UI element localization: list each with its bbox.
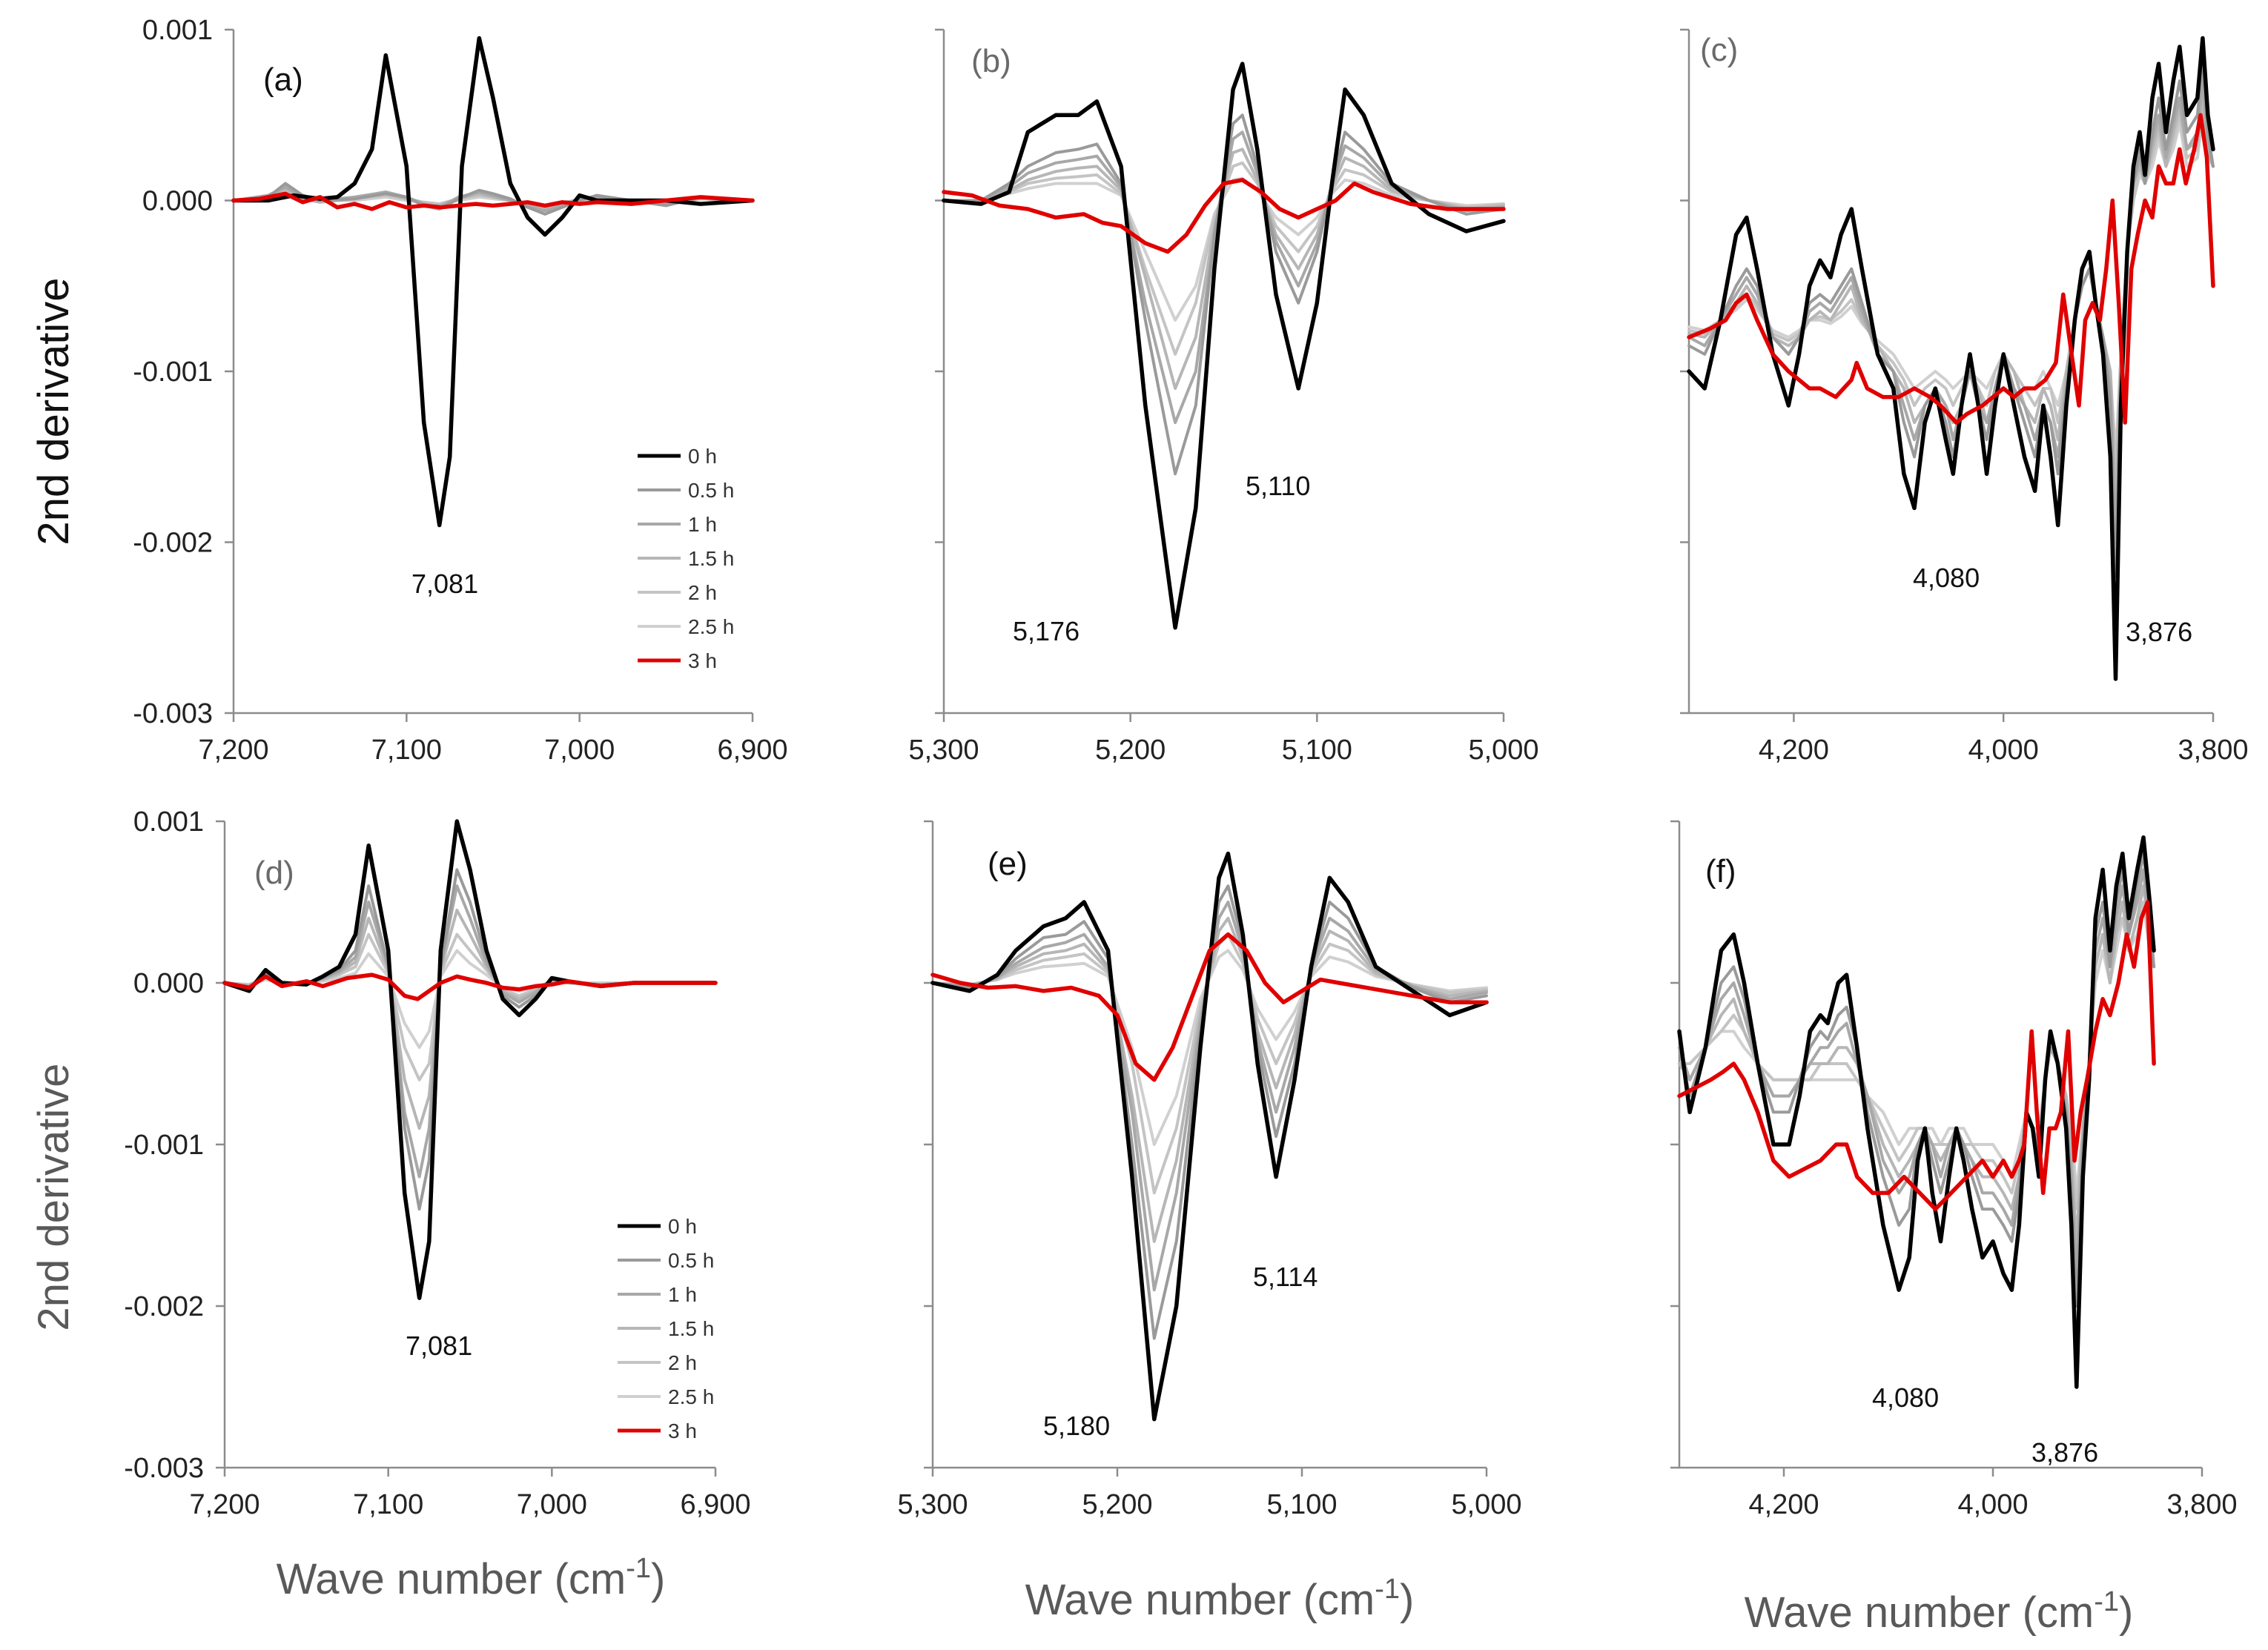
- series-line-1h: [931, 901, 1488, 1292]
- legend-label: 2 h: [688, 581, 717, 604]
- x-tick-label: 4,000: [1957, 1489, 2028, 1520]
- legend-label: 0.5 h: [688, 479, 734, 502]
- x-tick-label: 7,000: [517, 1489, 587, 1520]
- panel-e: (e) 5,114 5,180 5,300 5,200 5,100 5,000: [897, 820, 1522, 1520]
- y-tick-label: 0.000: [133, 968, 204, 999]
- legend-label: 1.5 h: [688, 547, 734, 570]
- legend-label: 2.5 h: [668, 1385, 714, 1408]
- x-axis-title-e: Wave number (cm-1): [1025, 1574, 1415, 1624]
- panel-a: (a) 7,081 0 h 0.5 h 1 h 1.5 h 2 h 2.5 h 3 h 0.…: [133, 15, 787, 766]
- x-tick-label: 5,100: [1282, 735, 1352, 766]
- x-tick-label: 7,100: [353, 1489, 423, 1520]
- peak-annotation-4080-c: 4,080: [1913, 563, 1980, 593]
- series-line-25h: [931, 949, 1488, 1146]
- legend-label: 3 h: [668, 1419, 697, 1442]
- series-line-15h: [931, 916, 1488, 1243]
- series-line-3h: [942, 178, 1506, 254]
- series-line-0h: [231, 36, 755, 528]
- panel-label-f: (f): [1705, 853, 1736, 889]
- series-line-1h: [942, 130, 1505, 425]
- x-tick-label: 5,000: [1468, 735, 1538, 766]
- x-axis-title-f: Wave number (cm-1): [1745, 1586, 2134, 1637]
- y-tick-label: 0.001: [133, 806, 204, 838]
- y-tick-label: -0.001: [133, 357, 213, 388]
- series-line-1h: [223, 884, 717, 1179]
- x-tick-label: 7,000: [544, 735, 615, 766]
- series-line-2h: [942, 161, 1505, 356]
- peak-annotation-4080-f: 4,080: [1872, 1382, 1939, 1413]
- x-tick-label: 7,200: [189, 1489, 259, 1520]
- panel-label-d: (d): [254, 855, 294, 891]
- x-tick-label: 3,800: [2178, 735, 2248, 766]
- series-line-3h: [1677, 900, 2156, 1211]
- panel-d: (d) 7,081 0 h 0.5 h 1 h 1.5 h 2 h 2.5 h 3 h 0.…: [124, 806, 750, 1520]
- peak-annotation-3876-f: 3,876: [2031, 1437, 2098, 1468]
- panel-label-c: (c): [1700, 32, 1738, 68]
- legend-d: 0 h 0.5 h 1 h 1.5 h 2 h 2.5 h 3 h: [618, 1215, 714, 1442]
- series-line-3h: [231, 191, 755, 211]
- y-tick-label: -0.001: [124, 1130, 204, 1161]
- peak-annotation-5180: 5,180: [1043, 1411, 1110, 1441]
- series-line-15h: [942, 148, 1505, 390]
- legend-label: 0 h: [668, 1215, 697, 1238]
- x-tick-label: 5,300: [897, 1489, 968, 1520]
- legend-label: 1 h: [688, 513, 717, 536]
- x-tick-label: 7,200: [198, 735, 268, 766]
- x-tick-label: 7,100: [371, 735, 442, 766]
- peak-annotation-5176: 5,176: [1013, 616, 1080, 646]
- series-line-0h: [930, 851, 1489, 1422]
- panel-label-a: (a): [263, 62, 303, 98]
- legend-a: 0 h 0.5 h 1 h 1.5 h 2 h 2.5 h 3 h: [638, 445, 734, 672]
- y-tick-label: -0.003: [133, 698, 213, 729]
- panel-label-e: (e): [988, 846, 1028, 882]
- x-tick-label: 5,000: [1451, 1489, 1521, 1520]
- legend-label: 2 h: [668, 1351, 697, 1374]
- series-line-05h: [931, 884, 1488, 1340]
- x-tick-label: 3,800: [2166, 1489, 2237, 1520]
- legend-label: 3 h: [688, 649, 717, 672]
- legend-label: 0 h: [688, 445, 717, 468]
- series-line-2h: [223, 932, 717, 1081]
- x-tick-label: 6,900: [680, 1489, 750, 1520]
- series-line-05h: [942, 113, 1505, 476]
- x-tick-label: 5,200: [1095, 735, 1166, 766]
- y-tick-label: -0.003: [124, 1453, 204, 1484]
- x-tick-label: 5,200: [1082, 1489, 1152, 1520]
- x-tick-label: 4,200: [1748, 1489, 1819, 1520]
- series-line-3h: [930, 932, 1489, 1082]
- y-tick-label: -0.002: [133, 528, 213, 559]
- panel-f: (f) 4,080 3,876 4,200 4,000 3,800: [1670, 820, 2238, 1520]
- y-tick-label: 0.000: [142, 186, 213, 217]
- peak-annotation-7081-d: 7,081: [406, 1331, 472, 1361]
- panel-b: (b) 5,110 5,176 5,300 5,200 5,100 5,000: [908, 28, 1539, 766]
- legend-label: 1.5 h: [668, 1317, 714, 1340]
- legend-label: 2.5 h: [688, 615, 734, 638]
- peak-annotation-3876-c: 3,876: [2126, 617, 2192, 647]
- series-line-25h: [223, 949, 717, 1050]
- y-axis-title-bottom: 2nd derivative: [30, 1063, 78, 1331]
- y-tick-label: 0.001: [142, 15, 213, 46]
- x-tick-label: 5,100: [1266, 1489, 1337, 1520]
- series-line-0h: [1677, 835, 2156, 1389]
- series-line-3h: [1687, 113, 2215, 425]
- legend-label: 1 h: [668, 1283, 697, 1306]
- x-axis-title-d: Wave number (cm-1): [277, 1553, 666, 1603]
- panel-c: (c) 4,080 3,876 4,200 4,000 3,800: [1680, 28, 2249, 766]
- x-tick-label: 6,900: [717, 735, 787, 766]
- panel-label-b: (b): [971, 43, 1011, 79]
- x-tick-label: 5,300: [908, 735, 979, 766]
- legend-label: 0.5 h: [668, 1249, 714, 1272]
- y-axis-title-top: 2nd derivative: [30, 277, 78, 545]
- series-line-15h: [223, 908, 717, 1130]
- series-line-3h: [222, 973, 718, 1001]
- y-tick-label: -0.002: [124, 1291, 204, 1322]
- series-line-0h: [1687, 36, 2215, 681]
- x-tick-label: 4,000: [1968, 735, 2039, 766]
- x-tick-label: 4,200: [1759, 735, 1829, 766]
- peak-annotation-5110: 5,110: [1246, 471, 1310, 501]
- series-line-0h: [942, 62, 1506, 630]
- peak-annotation-5114: 5,114: [1253, 1262, 1318, 1292]
- peak-annotation-7081-a: 7,081: [411, 569, 478, 599]
